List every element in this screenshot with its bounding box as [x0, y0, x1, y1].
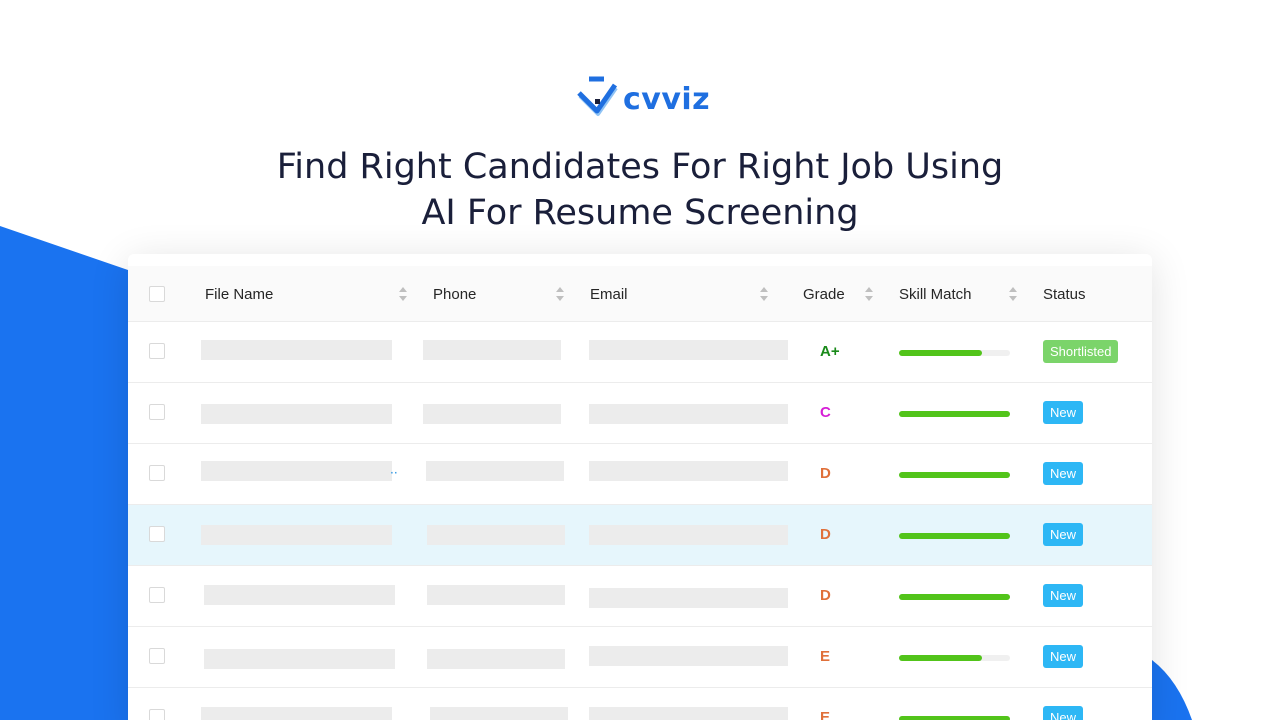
truncation-dots: ·· [390, 466, 398, 480]
skill-match-fill [899, 472, 1010, 478]
row-checkbox[interactable] [149, 465, 165, 481]
status-badge: New [1043, 523, 1084, 546]
status-badge: New [1043, 462, 1084, 485]
column-header-label: Phone [433, 285, 477, 303]
cvviz-logo-icon [577, 76, 618, 116]
column-header-status: Status [1043, 266, 1086, 322]
skill-match-bar [899, 716, 1010, 720]
select-all-checkbox[interactable] [149, 286, 165, 302]
email-placeholder [589, 340, 788, 360]
table-row[interactable]: A+ Shortlisted [128, 322, 1152, 383]
status-badge: New [1043, 706, 1084, 720]
phone-placeholder [427, 649, 565, 669]
grade-value: D [820, 465, 831, 482]
email-placeholder [589, 646, 788, 666]
phone-placeholder [427, 525, 565, 545]
sort-icon[interactable] [556, 287, 564, 301]
sort-icon[interactable] [760, 287, 768, 301]
email-placeholder [589, 707, 788, 720]
email-placeholder [589, 461, 788, 481]
table-header: File Name Phone Email Grade Skill Match … [128, 266, 1152, 322]
sort-icon[interactable] [399, 287, 407, 301]
column-header-file-name[interactable]: File Name [205, 266, 273, 322]
grade-value: E [820, 648, 831, 665]
file-name-placeholder [201, 340, 392, 360]
table-row[interactable]: E New [128, 627, 1152, 688]
column-header-grade[interactable]: Grade [803, 266, 845, 322]
brand-name: cvviz [623, 81, 711, 117]
candidates-table: File Name Phone Email Grade Skill Match … [128, 254, 1152, 720]
file-name-placeholder [204, 585, 395, 605]
phone-placeholder [427, 585, 565, 605]
row-checkbox[interactable] [149, 343, 165, 359]
table-row[interactable]: C New [128, 383, 1152, 444]
grade-value: E [820, 709, 831, 720]
skill-match-bar [899, 594, 1010, 600]
column-header-skill-match[interactable]: Skill Match [899, 266, 972, 322]
column-header-label: Grade [803, 285, 845, 303]
row-checkbox[interactable] [149, 587, 165, 603]
column-header-phone[interactable]: Phone [433, 266, 476, 322]
skill-match-bar [899, 411, 1010, 417]
column-header-label: Status [1043, 285, 1086, 303]
column-header-label: File Name [205, 285, 274, 303]
grade-value: D [820, 587, 831, 604]
grade-value: C [820, 404, 831, 421]
table-row[interactable]: D New [128, 566, 1152, 627]
sort-icon[interactable] [865, 287, 873, 301]
table-row[interactable]: E New [128, 688, 1152, 720]
skill-match-fill [899, 594, 1010, 600]
row-checkbox[interactable] [149, 526, 165, 542]
skill-match-fill [899, 716, 1010, 720]
column-header-label: Email [590, 285, 628, 303]
file-name-placeholder [201, 404, 392, 424]
table-row[interactable]: D New [128, 505, 1152, 566]
skill-match-bar [899, 472, 1010, 478]
skill-match-fill [899, 411, 1010, 417]
skill-match-bar [899, 533, 1010, 539]
file-name-placeholder [201, 707, 392, 720]
column-header-label: Skill Match [899, 285, 972, 303]
phone-placeholder [423, 340, 561, 360]
row-checkbox[interactable] [149, 648, 165, 664]
grade-value: A+ [820, 343, 840, 360]
phone-placeholder [430, 707, 568, 720]
status-badge: Shortlisted [1043, 340, 1119, 363]
phone-placeholder [423, 404, 561, 424]
status-badge: New [1043, 584, 1084, 607]
cvviz-logo: cvviz [576, 74, 710, 124]
file-name-placeholder [201, 461, 392, 481]
skill-match-fill [899, 655, 983, 661]
status-badge: New [1043, 645, 1084, 668]
skill-match-fill [899, 533, 1010, 539]
sort-icon[interactable] [1009, 287, 1017, 301]
row-checkbox[interactable] [149, 709, 165, 720]
email-placeholder [589, 525, 788, 545]
column-header-email[interactable]: Email [590, 266, 628, 322]
email-placeholder [589, 588, 788, 608]
skill-match-fill [899, 350, 983, 356]
email-placeholder [589, 404, 788, 424]
grade-value: D [820, 526, 831, 543]
page-title: Find Right Candidates For Right Job Usin… [0, 144, 1280, 236]
row-checkbox[interactable] [149, 404, 165, 420]
file-name-placeholder [204, 649, 395, 669]
table-row[interactable]: ·· D New [128, 444, 1152, 505]
page-title-line-1: Find Right Candidates For Right Job Usin… [276, 147, 1004, 187]
file-name-placeholder [201, 525, 392, 545]
skill-match-bar [899, 350, 1010, 356]
page-title-line-2: AI For Resume Screening [421, 193, 859, 233]
phone-placeholder [426, 461, 564, 481]
status-badge: New [1043, 401, 1084, 424]
skill-match-bar [899, 655, 1010, 661]
